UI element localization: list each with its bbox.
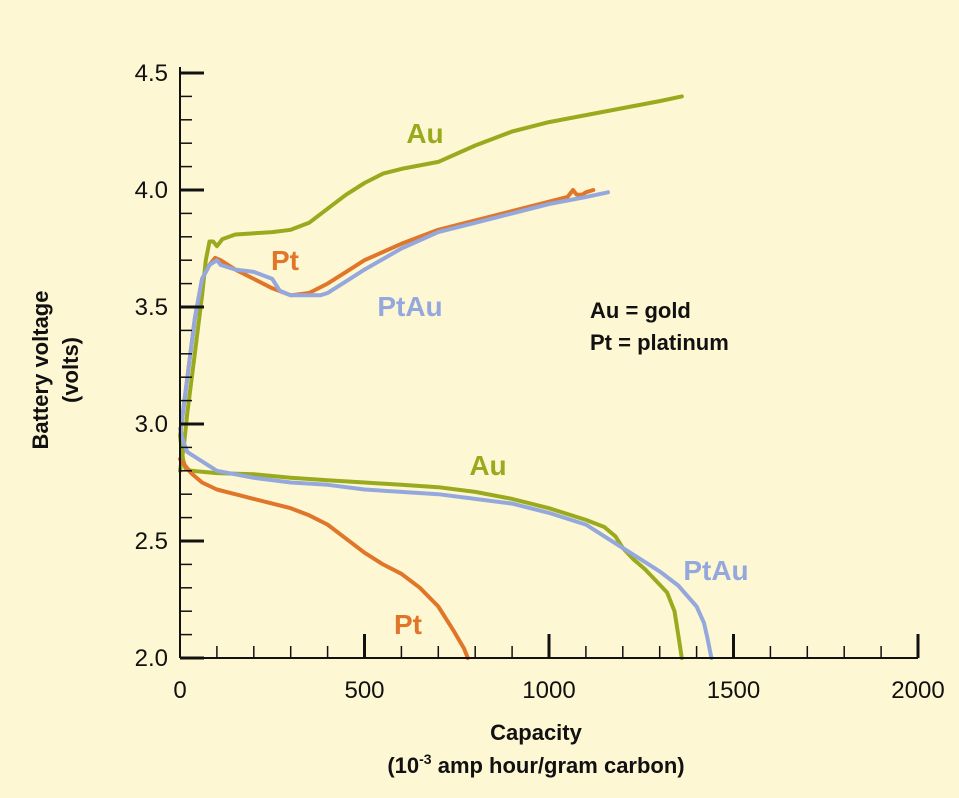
- legend-au-symbol: Au: [590, 298, 619, 323]
- x-tick-label: 2000: [891, 677, 944, 704]
- x-axis-units-exponent: -3: [419, 751, 432, 767]
- y-tick-label: 3.0: [135, 411, 168, 438]
- x-tick-label: 500: [344, 677, 384, 704]
- legend-pt-meaning: platinum: [637, 330, 729, 355]
- series-au-charge: [178, 94, 684, 473]
- x-tick-label: 1000: [522, 677, 575, 704]
- x-tick-label: 1500: [707, 677, 760, 704]
- series-label-pt-charge: Pt: [271, 245, 299, 276]
- series-label-au-charge: Au: [406, 118, 443, 149]
- legend-pt-symbol: Pt: [590, 330, 613, 355]
- series-au-discharge: [178, 433, 684, 660]
- x-tick-label: 0: [173, 677, 186, 704]
- series-label-ptau-charge: PtAu: [377, 291, 442, 322]
- legend-entry-pt: Pt = platinum: [590, 330, 729, 355]
- legend-au-meaning: gold: [644, 298, 690, 323]
- x-axis-units: (10-3 amp hour/gram carbon): [387, 751, 684, 778]
- x-axis-units-suffix: amp hour/gram carbon): [432, 753, 685, 778]
- series-label-au-discharge: Au: [469, 450, 506, 481]
- y-tick-label: 2.5: [135, 528, 168, 555]
- legend-entry-au: Au = gold: [590, 298, 691, 323]
- y-tick-label: 4.0: [135, 177, 168, 204]
- series-label-ptau-discharge: PtAu: [683, 555, 748, 586]
- x-axis-units-prefix: (10: [387, 753, 419, 778]
- legend-pt-eq: =: [618, 330, 631, 355]
- legend: Au = gold Pt = platinum: [590, 298, 729, 355]
- y-tick-label: 4.5: [135, 60, 168, 87]
- x-axis-title: Capacity: [490, 720, 582, 745]
- y-axis-title: Battery voltage: [28, 291, 53, 450]
- series-pt-discharge: [178, 457, 470, 660]
- y-axis-units: (volts): [58, 337, 83, 403]
- legend-au-eq: =: [625, 298, 638, 323]
- series-ptau-discharge: [178, 426, 714, 660]
- y-tick-label: 3.5: [135, 294, 168, 321]
- y-tick-label: 2.0: [135, 645, 168, 672]
- series-label-pt-discharge: Pt: [394, 609, 422, 640]
- series-ptau-charge: [178, 190, 610, 438]
